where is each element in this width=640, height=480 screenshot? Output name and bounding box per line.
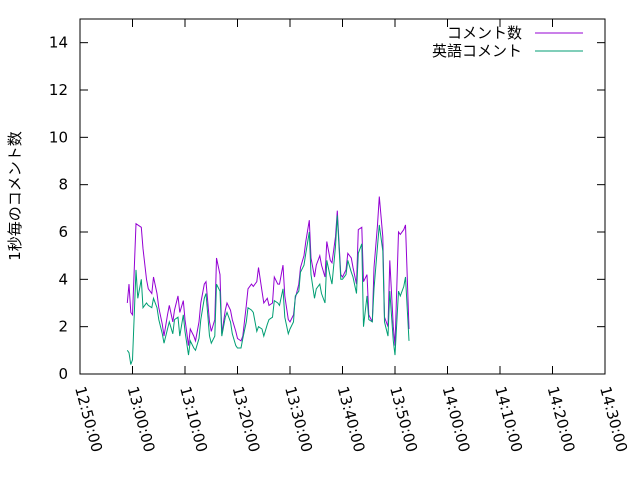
axis-ticks [79,19,606,375]
x-tick-label: 13:00:00 [124,384,159,454]
y-tick-label: 8 [58,176,68,194]
series-layer [126,196,410,365]
x-tick-label: 13:40:00 [334,384,369,454]
x-tick-label: 13:20:00 [229,384,264,454]
x-tick-labels: 12:50:00 13:00:00 13:10:00 13:20:00 13:30:00… [71,384,631,454]
series-line-1 [126,196,410,346]
y-tick-label: 10 [49,128,68,146]
series-line-2 [126,215,410,365]
y-tick-label: 2 [58,318,68,336]
x-tick-label: 14:10:00 [491,384,526,454]
y-tick-label: 6 [58,223,68,241]
y-tick-label: 14 [49,34,68,52]
y-tick-label: 4 [58,270,68,288]
x-tick-label: 12:50:00 [71,384,106,454]
y-tick-label: 12 [49,81,68,99]
legend-label: 英語コメント [432,42,522,60]
x-tick-label: 14:00:00 [439,384,474,454]
x-tick-label: 14:30:00 [596,384,631,454]
x-tick-label: 13:10:00 [176,384,211,454]
legend-label: コメント数 [447,24,522,42]
x-tick-label: 13:30:00 [281,384,316,454]
y-axis-label: 1秒毎のコメント数 [6,131,24,261]
x-tick-label: 13:50:00 [386,384,421,454]
y-tick-labels: 0 2 4 6 8 10 12 14 [49,34,68,383]
y-tick-label: 0 [58,365,68,383]
x-tick-label: 14:20:00 [544,384,579,454]
